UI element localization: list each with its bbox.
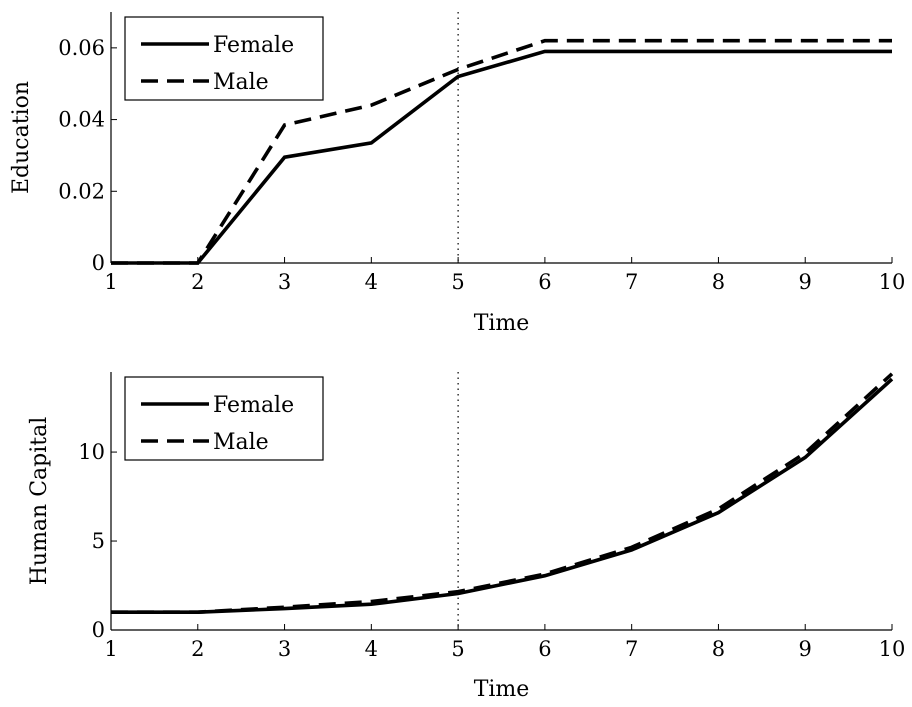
y-tick-label: 0 xyxy=(92,618,105,642)
x-tick-label: 6 xyxy=(538,637,551,661)
x-tick-label: 7 xyxy=(625,270,638,294)
x-tick-label: 7 xyxy=(625,637,638,661)
legend-label-female: Female xyxy=(213,33,294,58)
x-tick-label: 9 xyxy=(799,637,812,661)
x-tick-label: 4 xyxy=(365,637,378,661)
x-axis-label: Time xyxy=(474,677,530,702)
y-tick-label: 0.04 xyxy=(58,108,105,132)
x-axis-label: Time xyxy=(474,311,530,336)
x-tick-label: 2 xyxy=(191,270,204,294)
series-line-female xyxy=(111,49,892,265)
x-tick-label: 5 xyxy=(451,637,464,661)
y-tick-label: 0.06 xyxy=(58,36,105,60)
y-tick-label: 5 xyxy=(92,529,105,553)
chart-panel-0: 1 2 3 4 5 6 7 8 9 10 0 0.02 0.04 0.06 Time Education Fem… xyxy=(9,12,905,336)
legend-box xyxy=(124,16,324,101)
x-tick-label: 10 xyxy=(879,637,906,661)
x-tick-label: 10 xyxy=(879,270,906,294)
x-tick-label: 6 xyxy=(538,270,551,294)
y-tick-label: 0 xyxy=(92,251,105,275)
series-line-male xyxy=(111,38,892,265)
legend-label-female: Female xyxy=(213,393,294,418)
legend-label-male: Male xyxy=(213,430,269,455)
y-tick-label: 0.02 xyxy=(58,179,105,203)
y-tick-label: 10 xyxy=(78,440,105,464)
x-tick-label: 1 xyxy=(104,637,117,661)
x-tick-label: 5 xyxy=(451,270,464,294)
x-tick-label: 4 xyxy=(365,270,378,294)
x-tick-label: 9 xyxy=(799,270,812,294)
y-axis-label: Education xyxy=(9,81,34,194)
legend-box xyxy=(124,376,324,461)
x-tick-label: 3 xyxy=(278,270,291,294)
x-tick-label: 1 xyxy=(104,270,117,294)
chart-panel-1: 1 2 3 4 5 6 7 8 9 10 0 5 10 Time Human Capital Female Ma… xyxy=(27,372,905,702)
series-line-male xyxy=(111,372,894,615)
x-tick-label: 3 xyxy=(278,637,291,661)
x-tick-label: 8 xyxy=(712,270,725,294)
x-tick-label: 8 xyxy=(712,637,725,661)
y-axis-label: Human Capital xyxy=(27,417,52,586)
legend-label-male: Male xyxy=(213,70,269,95)
x-tick-label: 2 xyxy=(191,637,204,661)
